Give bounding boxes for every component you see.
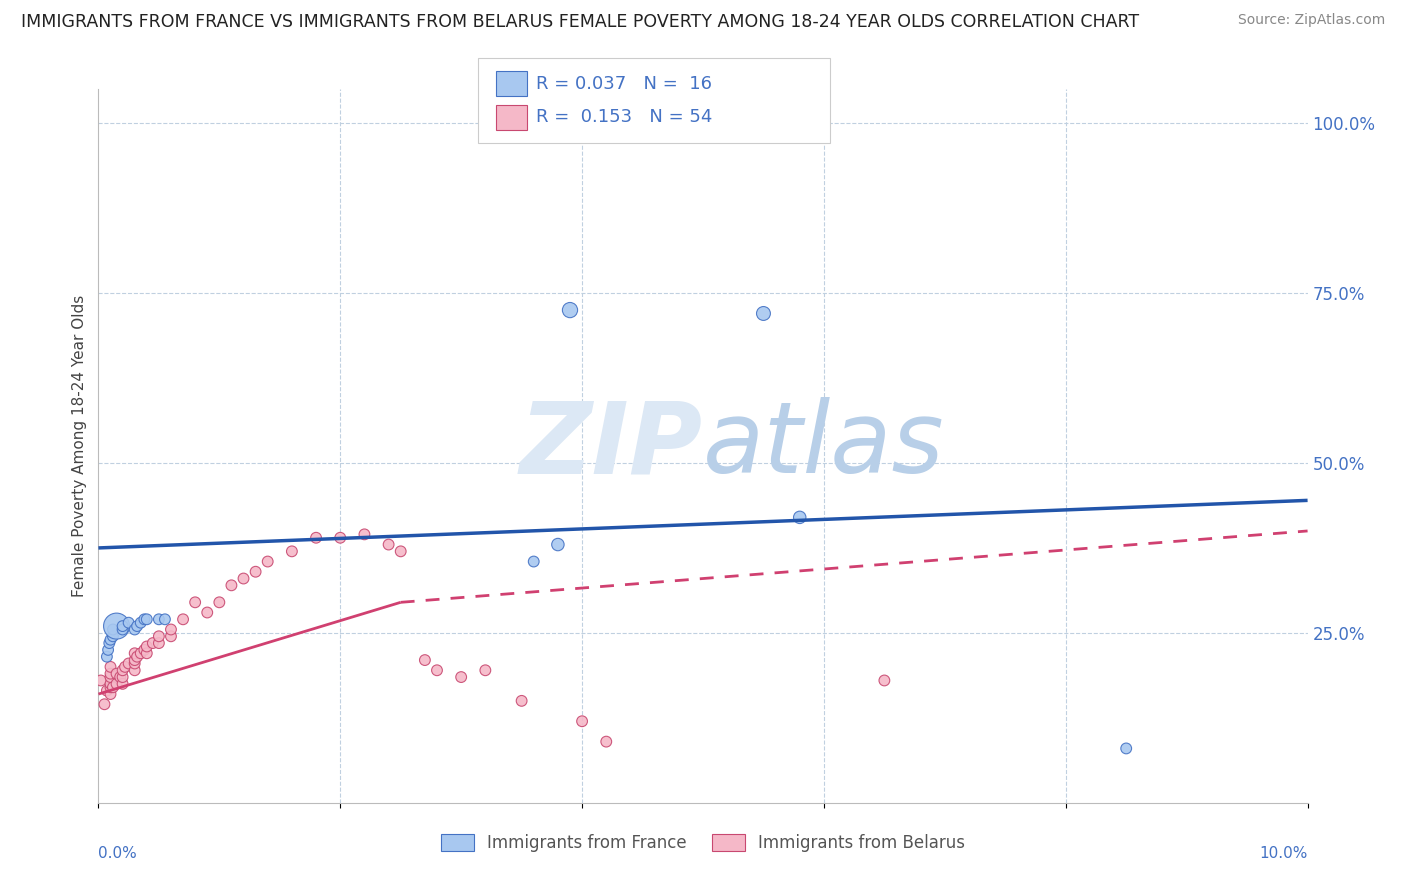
Text: IMMIGRANTS FROM FRANCE VS IMMIGRANTS FROM BELARUS FEMALE POVERTY AMONG 18-24 YEA: IMMIGRANTS FROM FRANCE VS IMMIGRANTS FRO… bbox=[21, 13, 1139, 31]
Point bbox=[232, 572, 254, 586]
Text: R = 0.037   N =  16: R = 0.037 N = 16 bbox=[536, 75, 711, 93]
Point bbox=[547, 537, 569, 551]
Point bbox=[111, 619, 134, 633]
Point bbox=[752, 306, 775, 320]
Point bbox=[101, 623, 124, 637]
Point bbox=[124, 663, 146, 677]
Point bbox=[101, 629, 124, 643]
Point bbox=[523, 555, 546, 569]
Point bbox=[329, 531, 352, 545]
Point bbox=[571, 714, 593, 729]
Point bbox=[111, 623, 134, 637]
Point bbox=[124, 657, 146, 671]
Point bbox=[129, 615, 152, 630]
Point bbox=[413, 653, 436, 667]
Point bbox=[124, 623, 146, 637]
Point bbox=[114, 660, 136, 674]
Point bbox=[93, 698, 115, 712]
Point bbox=[105, 677, 128, 691]
Point bbox=[135, 640, 157, 654]
Point bbox=[100, 677, 122, 691]
Y-axis label: Female Poverty Among 18-24 Year Olds: Female Poverty Among 18-24 Year Olds bbox=[72, 295, 87, 597]
Point bbox=[134, 643, 156, 657]
Point bbox=[389, 544, 412, 558]
Legend: Immigrants from France, Immigrants from Belarus: Immigrants from France, Immigrants from … bbox=[434, 827, 972, 859]
Point bbox=[450, 670, 472, 684]
Point bbox=[118, 657, 141, 671]
Point bbox=[153, 612, 176, 626]
Point bbox=[208, 595, 231, 609]
Text: Source: ZipAtlas.com: Source: ZipAtlas.com bbox=[1237, 13, 1385, 28]
Point bbox=[124, 653, 146, 667]
Point bbox=[148, 629, 170, 643]
Point bbox=[426, 663, 449, 677]
Point bbox=[90, 673, 112, 688]
Point bbox=[474, 663, 496, 677]
Point bbox=[558, 303, 581, 318]
Point bbox=[595, 734, 617, 748]
Point bbox=[160, 623, 183, 637]
Point bbox=[96, 683, 118, 698]
Point bbox=[105, 619, 128, 633]
Point bbox=[134, 612, 156, 626]
Point bbox=[1115, 741, 1137, 756]
Point bbox=[124, 646, 146, 660]
Text: atlas: atlas bbox=[703, 398, 945, 494]
Point bbox=[353, 527, 375, 541]
Point bbox=[100, 670, 122, 684]
Point bbox=[98, 636, 121, 650]
Point bbox=[195, 606, 218, 620]
Point bbox=[172, 612, 194, 626]
Point bbox=[148, 636, 170, 650]
Point bbox=[245, 565, 267, 579]
Point bbox=[101, 680, 124, 694]
Point bbox=[129, 646, 152, 660]
Point bbox=[111, 670, 134, 684]
Point bbox=[184, 595, 207, 609]
Text: R =  0.153   N = 54: R = 0.153 N = 54 bbox=[536, 108, 711, 126]
Point bbox=[873, 673, 896, 688]
Point bbox=[135, 646, 157, 660]
Point bbox=[135, 612, 157, 626]
Point bbox=[100, 687, 122, 701]
Point bbox=[281, 544, 304, 558]
Text: ZIP: ZIP bbox=[520, 398, 703, 494]
Point bbox=[100, 680, 122, 694]
Point bbox=[118, 615, 141, 630]
Point bbox=[305, 531, 328, 545]
Point bbox=[100, 632, 122, 647]
Point bbox=[100, 660, 122, 674]
Point bbox=[108, 670, 131, 684]
Text: 0.0%: 0.0% bbox=[98, 846, 138, 861]
Point bbox=[111, 677, 134, 691]
Point bbox=[148, 612, 170, 626]
Point bbox=[105, 666, 128, 681]
Point bbox=[377, 537, 399, 551]
Point bbox=[127, 649, 149, 664]
Point bbox=[96, 649, 118, 664]
Point bbox=[142, 636, 165, 650]
Text: 10.0%: 10.0% bbox=[1260, 846, 1308, 861]
Point bbox=[127, 619, 149, 633]
Point bbox=[789, 510, 811, 524]
Point bbox=[510, 694, 533, 708]
Point bbox=[160, 629, 183, 643]
Point bbox=[221, 578, 243, 592]
Point bbox=[111, 663, 134, 677]
Point bbox=[100, 666, 122, 681]
Point bbox=[97, 643, 120, 657]
Point bbox=[256, 555, 278, 569]
